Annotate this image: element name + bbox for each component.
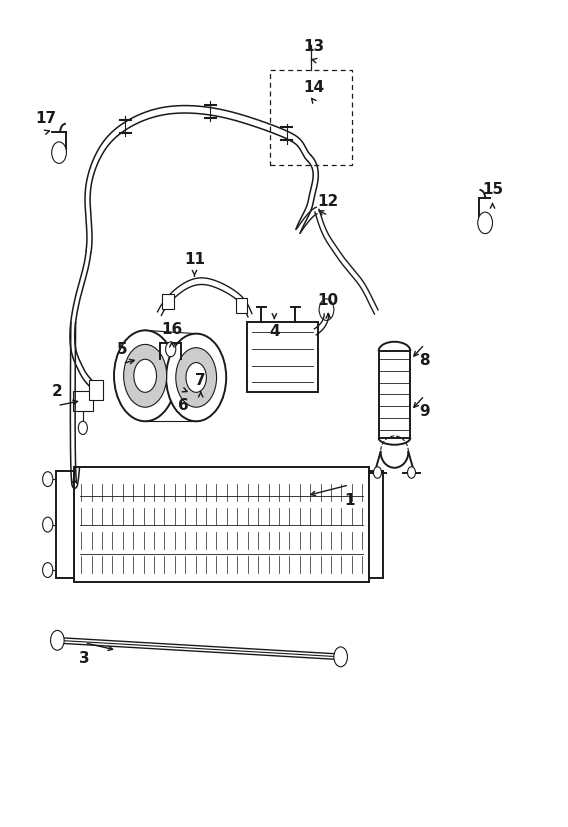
Text: 9: 9: [419, 404, 430, 418]
Bar: [73, 391, 93, 411]
Bar: [236, 299, 247, 313]
Circle shape: [134, 360, 157, 393]
Circle shape: [43, 472, 53, 487]
Text: 15: 15: [482, 182, 503, 198]
Circle shape: [176, 348, 216, 408]
Text: 1: 1: [344, 493, 354, 508]
Circle shape: [334, 648, 348, 667]
Text: 6: 6: [178, 398, 189, 413]
Text: 7: 7: [195, 373, 206, 388]
Text: 16: 16: [161, 322, 182, 337]
Circle shape: [51, 631, 64, 651]
Bar: [247, 323, 318, 393]
Bar: [270, 71, 352, 166]
Text: 17: 17: [35, 111, 57, 126]
Text: 3: 3: [80, 650, 90, 666]
Bar: [369, 471, 383, 579]
Bar: [74, 467, 369, 583]
Text: 8: 8: [419, 352, 430, 367]
Text: 13: 13: [303, 39, 324, 54]
Circle shape: [319, 299, 334, 321]
Circle shape: [114, 331, 176, 422]
Text: 10: 10: [318, 293, 339, 308]
Bar: [89, 380, 103, 400]
Text: 2: 2: [52, 384, 62, 399]
Circle shape: [407, 467, 415, 479]
Circle shape: [186, 363, 206, 393]
Circle shape: [374, 467, 382, 479]
Circle shape: [52, 143, 66, 165]
Bar: [56, 471, 74, 579]
Text: 4: 4: [269, 323, 279, 338]
Bar: [162, 294, 173, 309]
Circle shape: [166, 334, 226, 422]
Circle shape: [43, 518, 53, 533]
Bar: [379, 351, 410, 438]
Circle shape: [166, 342, 176, 357]
Circle shape: [78, 422, 87, 435]
Text: 12: 12: [318, 194, 339, 208]
Circle shape: [43, 563, 53, 578]
Text: 14: 14: [303, 80, 324, 95]
Circle shape: [124, 345, 167, 408]
Circle shape: [478, 213, 492, 234]
Text: 11: 11: [184, 251, 205, 266]
Text: 5: 5: [117, 342, 128, 356]
